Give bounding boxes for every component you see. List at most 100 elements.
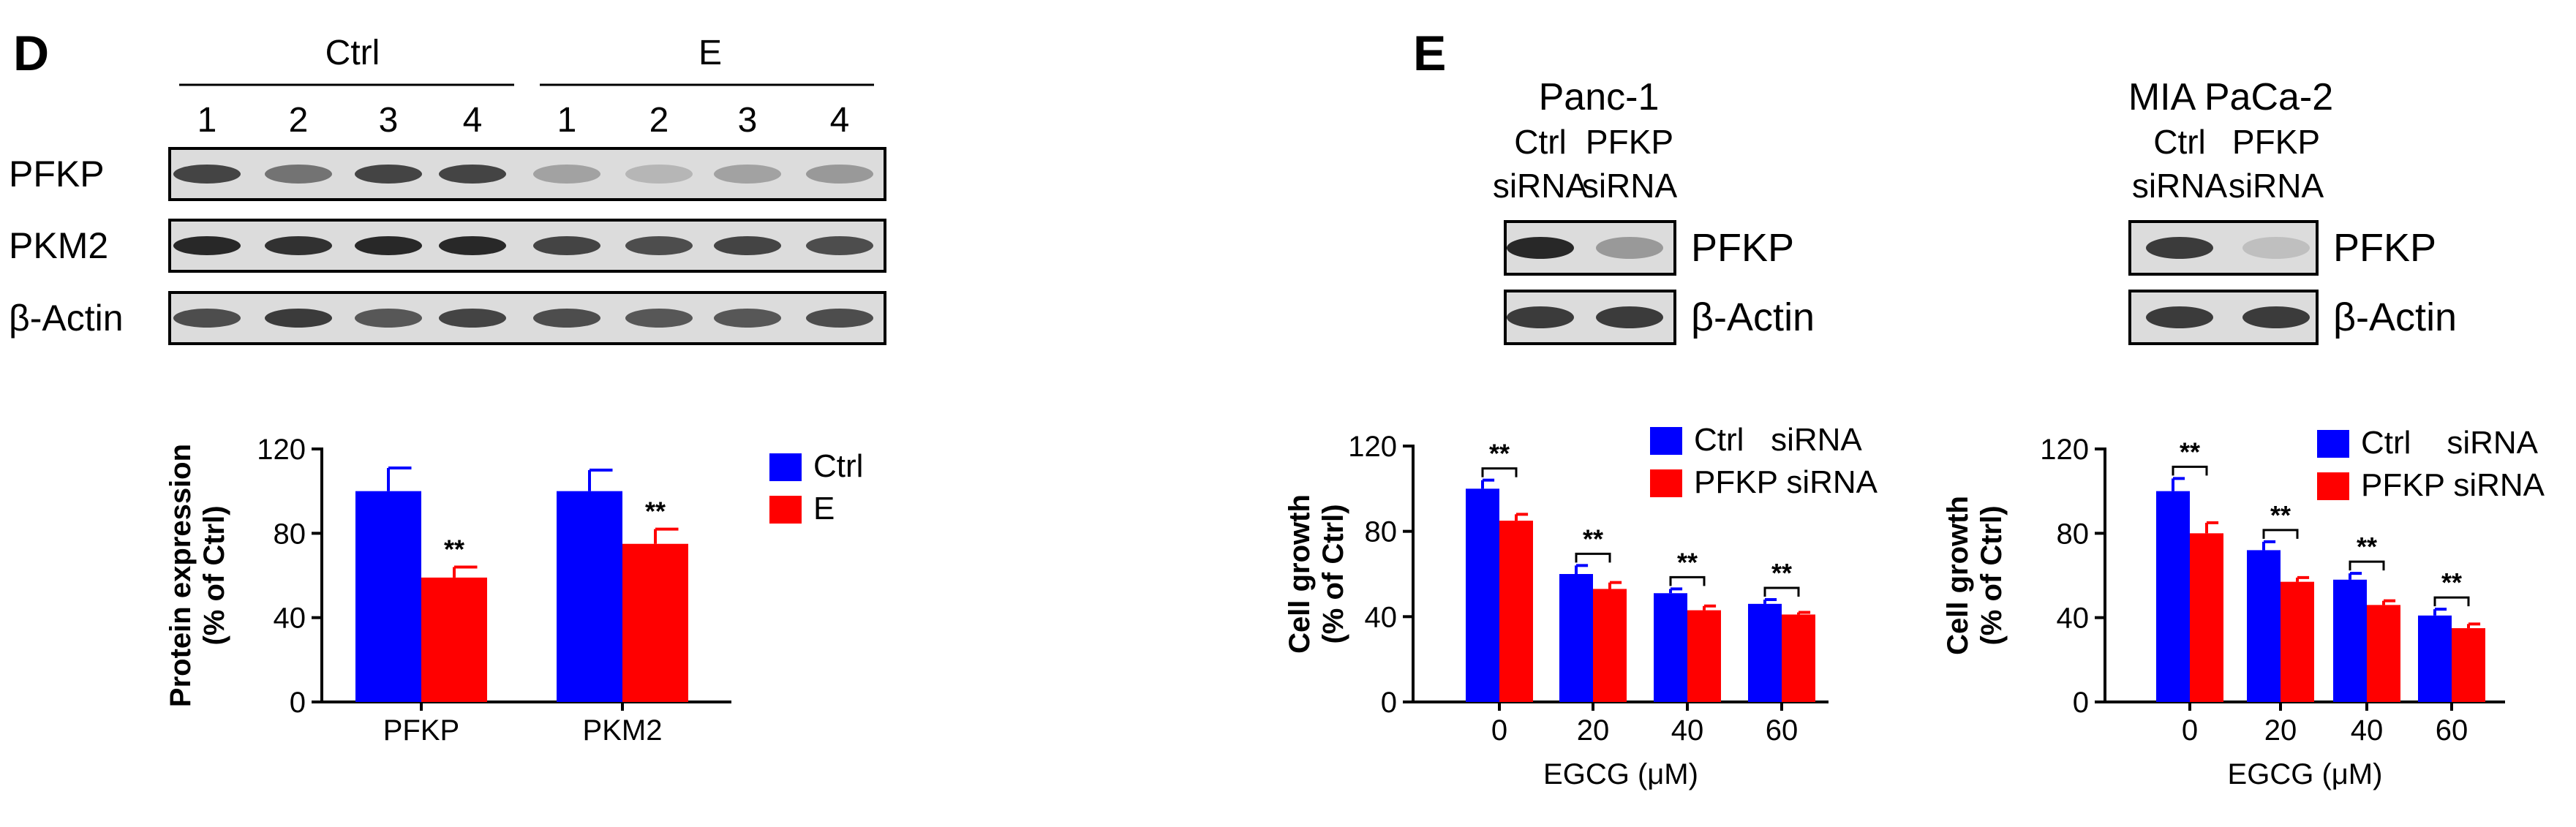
- bar-treated: [1782, 614, 1815, 702]
- blot-lane-number: 1: [197, 101, 217, 140]
- bar-treated: [1687, 610, 1721, 702]
- y-tick-label: 80: [1365, 516, 1398, 548]
- x-tick-label: 20: [2264, 714, 2297, 747]
- blot-band: [806, 165, 873, 184]
- bar-ctrl: [1559, 574, 1593, 702]
- legend-swatch: [2317, 472, 2349, 500]
- blot-band: [173, 165, 241, 184]
- blot-band: [355, 309, 422, 328]
- bar-ctrl: [2247, 550, 2281, 702]
- bar-treated: [2190, 533, 2223, 702]
- significance-bracket: [2262, 529, 2299, 539]
- bar-chart-miapaca2: 0 40 80 120 Cell growth(% of Ctrl) EGCG (μM) 0…: [1942, 425, 2545, 790]
- x-axis-label: EGCG (μM): [2228, 758, 2383, 790]
- significance-marker: **: [1677, 547, 1698, 577]
- x-tick-label: 60: [1766, 714, 1799, 747]
- blot-band: [625, 236, 693, 255]
- y-tick-label: 120: [1348, 431, 1397, 463]
- bar-treated: [1499, 521, 1533, 702]
- x-tick-label: 0: [1491, 714, 1507, 747]
- blot-band: [714, 309, 781, 328]
- blot-row-label: β-Actin: [9, 298, 124, 339]
- y-axis-label: Cell growth(% of Ctrl): [1942, 496, 2008, 655]
- blot-row-label: PFKP: [9, 154, 105, 195]
- significance-bracket: [1763, 586, 1800, 597]
- legend-label: Ctrl siRNA: [1694, 422, 1862, 458]
- significance-bracket: [1575, 552, 1611, 563]
- y-axis-label: Protein expression(% of Ctrl): [165, 444, 230, 707]
- blot-lane-number: 2: [649, 101, 669, 140]
- y-tick-label: 0: [290, 687, 306, 719]
- y-tick-label: 80: [2057, 518, 2090, 550]
- blot-lane-number: 3: [379, 101, 399, 140]
- blot-band: [265, 165, 332, 184]
- bar-treated: [622, 543, 688, 702]
- legend-label: Ctrl: [813, 448, 863, 484]
- panel-letter-e: E: [1413, 26, 1446, 81]
- lane-label: siRNA: [1493, 167, 1589, 205]
- lane-label: siRNA: [2229, 167, 2324, 205]
- blot-band: [439, 236, 506, 255]
- panel-letter-d: D: [13, 26, 49, 81]
- blot-lane-number: 4: [463, 101, 483, 140]
- y-tick-label: 0: [2073, 687, 2089, 719]
- blot-band: [173, 309, 241, 328]
- significance-marker: **: [2357, 532, 2377, 562]
- lane-label: siRNA: [1582, 167, 1678, 205]
- significance-bracket: [2349, 560, 2385, 571]
- lane-label: PFKP: [1586, 123, 1673, 161]
- blot-panc1: Panc-1 Ctrl siRNA PFKP siRNA PFKP β-Actin: [1493, 76, 1815, 345]
- significance-marker: **: [1583, 524, 1603, 554]
- significance-bracket: [1669, 575, 1706, 586]
- blot-band: [2146, 306, 2213, 328]
- x-tick-label: PFKP: [383, 714, 459, 747]
- lane-label: Ctrl: [1514, 123, 1567, 161]
- bar-ctrl: [355, 491, 421, 702]
- bar-ctrl: [557, 491, 622, 702]
- cell-line-label: MIA PaCa-2: [2128, 76, 2333, 118]
- y-tick-label: 40: [1365, 601, 1398, 633]
- legend-label: PFKP siRNA: [2361, 467, 2545, 503]
- blot-band: [2146, 237, 2213, 259]
- blot-group-label: E: [698, 34, 722, 72]
- blot-band: [1507, 237, 1574, 259]
- blot-band: [173, 236, 241, 255]
- blot-row-label: β-Actin: [1691, 295, 1815, 339]
- blot-band: [1596, 306, 1663, 328]
- blot-band: [2242, 306, 2310, 328]
- legend-swatch: [2317, 430, 2349, 458]
- blot-lane-number: 4: [830, 101, 850, 140]
- x-tick-label: 40: [1671, 714, 1704, 747]
- blot-band: [533, 236, 600, 255]
- x-tick-label: PKM2: [583, 714, 663, 747]
- blot-row-label: PFKP: [2333, 226, 2436, 270]
- significance-marker: **: [2270, 500, 2291, 530]
- x-tick-label: 60: [2436, 714, 2468, 747]
- bar-chart-panc1: 0 40 80 120 Cell growth(% of Ctrl) EGCG (μM) 0…: [1284, 422, 1878, 790]
- legend-label: Ctrl siRNA: [2361, 425, 2539, 461]
- legend-swatch: [769, 453, 802, 481]
- y-tick-label: 120: [2040, 434, 2089, 466]
- bar-treated: [2281, 581, 2314, 702]
- significance-marker: **: [2180, 437, 2200, 467]
- blot-row-label: PKM2: [9, 225, 108, 266]
- blot-band: [439, 309, 506, 328]
- significance-marker: **: [2441, 567, 2462, 597]
- bar-ctrl: [2418, 615, 2452, 702]
- bar-ctrl: [1654, 593, 1687, 702]
- significance-bracket: [2172, 465, 2208, 476]
- bar-treated: [1593, 589, 1627, 702]
- blot-row-label: β-Actin: [2333, 295, 2457, 339]
- bar-ctrl: [1748, 603, 1782, 702]
- x-tick-label: 0: [2182, 714, 2198, 747]
- blot-group-label: Ctrl: [325, 34, 380, 72]
- blot-panel-d: Ctrl E 1 2 3 4 1 2 3 4 PFKP PKM2 β-Actin: [9, 34, 886, 345]
- blot-band: [806, 236, 873, 255]
- y-tick-label: 0: [1381, 687, 1397, 719]
- blot-band: [714, 165, 781, 184]
- x-tick-label: 20: [1577, 714, 1610, 747]
- legend-swatch: [1650, 427, 1682, 455]
- bar-ctrl: [1466, 488, 1499, 702]
